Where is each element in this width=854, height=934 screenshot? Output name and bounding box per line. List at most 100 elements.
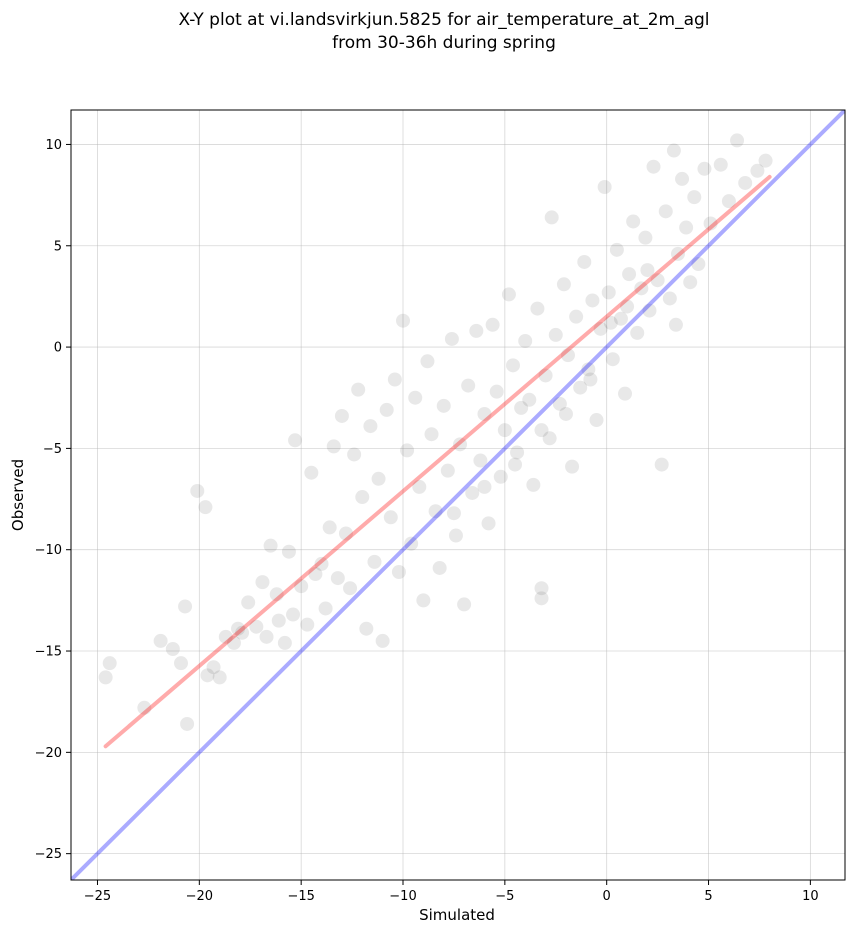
scatter-point: [510, 445, 525, 460]
scatter-point: [548, 327, 563, 342]
scatter-point: [642, 303, 657, 318]
scatter-point: [308, 567, 323, 582]
scatter-point: [448, 528, 463, 543]
scatter-point: [178, 599, 193, 614]
scatter-point: [618, 386, 633, 401]
x-tick-label: −20: [186, 889, 213, 904]
scatter-point: [371, 471, 386, 486]
scatter-point: [730, 133, 745, 148]
scatter-point: [609, 242, 624, 257]
scatter-point: [589, 413, 604, 428]
scatter-point: [668, 317, 683, 332]
scatter-point: [691, 257, 706, 271]
scatter-point: [153, 633, 168, 648]
y-tick-label: −20: [35, 746, 62, 761]
scatter-point: [318, 601, 333, 616]
scatter-point: [738, 175, 753, 190]
scatter-point: [603, 315, 618, 330]
scatter-point: [556, 277, 571, 292]
scatter-point: [703, 216, 718, 231]
scatter-point: [675, 171, 690, 186]
scatter-point: [190, 483, 205, 498]
scatter-point: [259, 629, 274, 644]
scatter-point: [481, 516, 496, 531]
scatter-point: [343, 581, 358, 596]
scatter-point: [271, 613, 286, 628]
scatter-point: [493, 469, 508, 484]
scatter-point: [269, 587, 284, 602]
scatter-point: [412, 479, 427, 494]
scatter-point: [416, 593, 431, 608]
scatter-point: [465, 485, 480, 500]
scatter-point: [683, 275, 698, 290]
scatter-point: [363, 419, 378, 434]
scatter-point: [263, 538, 278, 553]
plot-frame: [70, 109, 846, 881]
scatter-point: [650, 273, 665, 288]
x-axis-label: Simulated: [419, 906, 495, 924]
scatter-point: [304, 465, 319, 480]
scatter-point: [314, 556, 329, 571]
scatter-point: [461, 378, 476, 393]
x-tick-label: −5: [495, 889, 514, 904]
scatter-point: [505, 358, 520, 373]
scatter-point: [552, 396, 567, 411]
x-tick-label: −15: [287, 889, 314, 904]
scatter-point: [544, 210, 559, 225]
scatter-point: [206, 660, 221, 675]
scatter-point: [538, 368, 553, 383]
scatter-point: [241, 595, 256, 610]
scatter-point: [367, 554, 382, 569]
scatter-point: [620, 299, 635, 314]
scatter-point: [601, 285, 616, 300]
scatter-point: [231, 621, 246, 636]
scatter-point: [622, 267, 637, 282]
scatter-point: [697, 161, 712, 176]
scatter-point: [359, 621, 374, 636]
scatter-point: [137, 700, 152, 715]
chart-title-line-2: from 30-36h during spring: [332, 33, 556, 53]
scatter-point: [662, 291, 677, 306]
scatter-point: [235, 625, 250, 640]
x-tick-label: 5: [704, 889, 712, 904]
reference-lines: [71, 110, 845, 880]
scatter-point: [640, 263, 655, 278]
scatter-point: [286, 607, 301, 622]
scatter-point: [469, 323, 484, 338]
scatter-point: [300, 617, 315, 632]
scatter-point: [165, 642, 180, 656]
scatter-point: [530, 301, 545, 316]
scatter-point: [508, 457, 523, 472]
scatter-point: [750, 163, 765, 178]
scatter-point: [501, 287, 516, 302]
scatter-point: [98, 670, 113, 685]
scatter-point: [391, 565, 406, 579]
scatter-point: [180, 716, 195, 731]
scatter-point: [534, 581, 549, 596]
scatter-point: [249, 619, 264, 634]
scatter-point: [758, 153, 773, 168]
x-tick-label: −10: [389, 889, 416, 904]
scatter-point: [404, 536, 419, 551]
scatter-point: [322, 520, 337, 535]
scatter-point: [646, 159, 661, 174]
scatter-point: [713, 157, 728, 172]
scatter-point: [281, 544, 296, 559]
scatter-point: [585, 293, 600, 308]
scatter-point: [565, 459, 580, 474]
scatter-point: [428, 504, 443, 519]
scatter-point: [526, 477, 541, 492]
scatter-point: [630, 325, 645, 340]
scatter-point: [558, 406, 573, 421]
scatter-point: [605, 352, 620, 367]
scatter-point: [638, 230, 653, 245]
scatter-point: [560, 348, 575, 363]
scatter-point: [597, 180, 612, 194]
scatter-point: [634, 281, 649, 296]
scatter-point: [440, 463, 455, 478]
scatter-point: [173, 656, 188, 671]
scatter-point: [218, 629, 233, 644]
scatter-point: [424, 427, 439, 442]
identity-line: [71, 110, 845, 880]
